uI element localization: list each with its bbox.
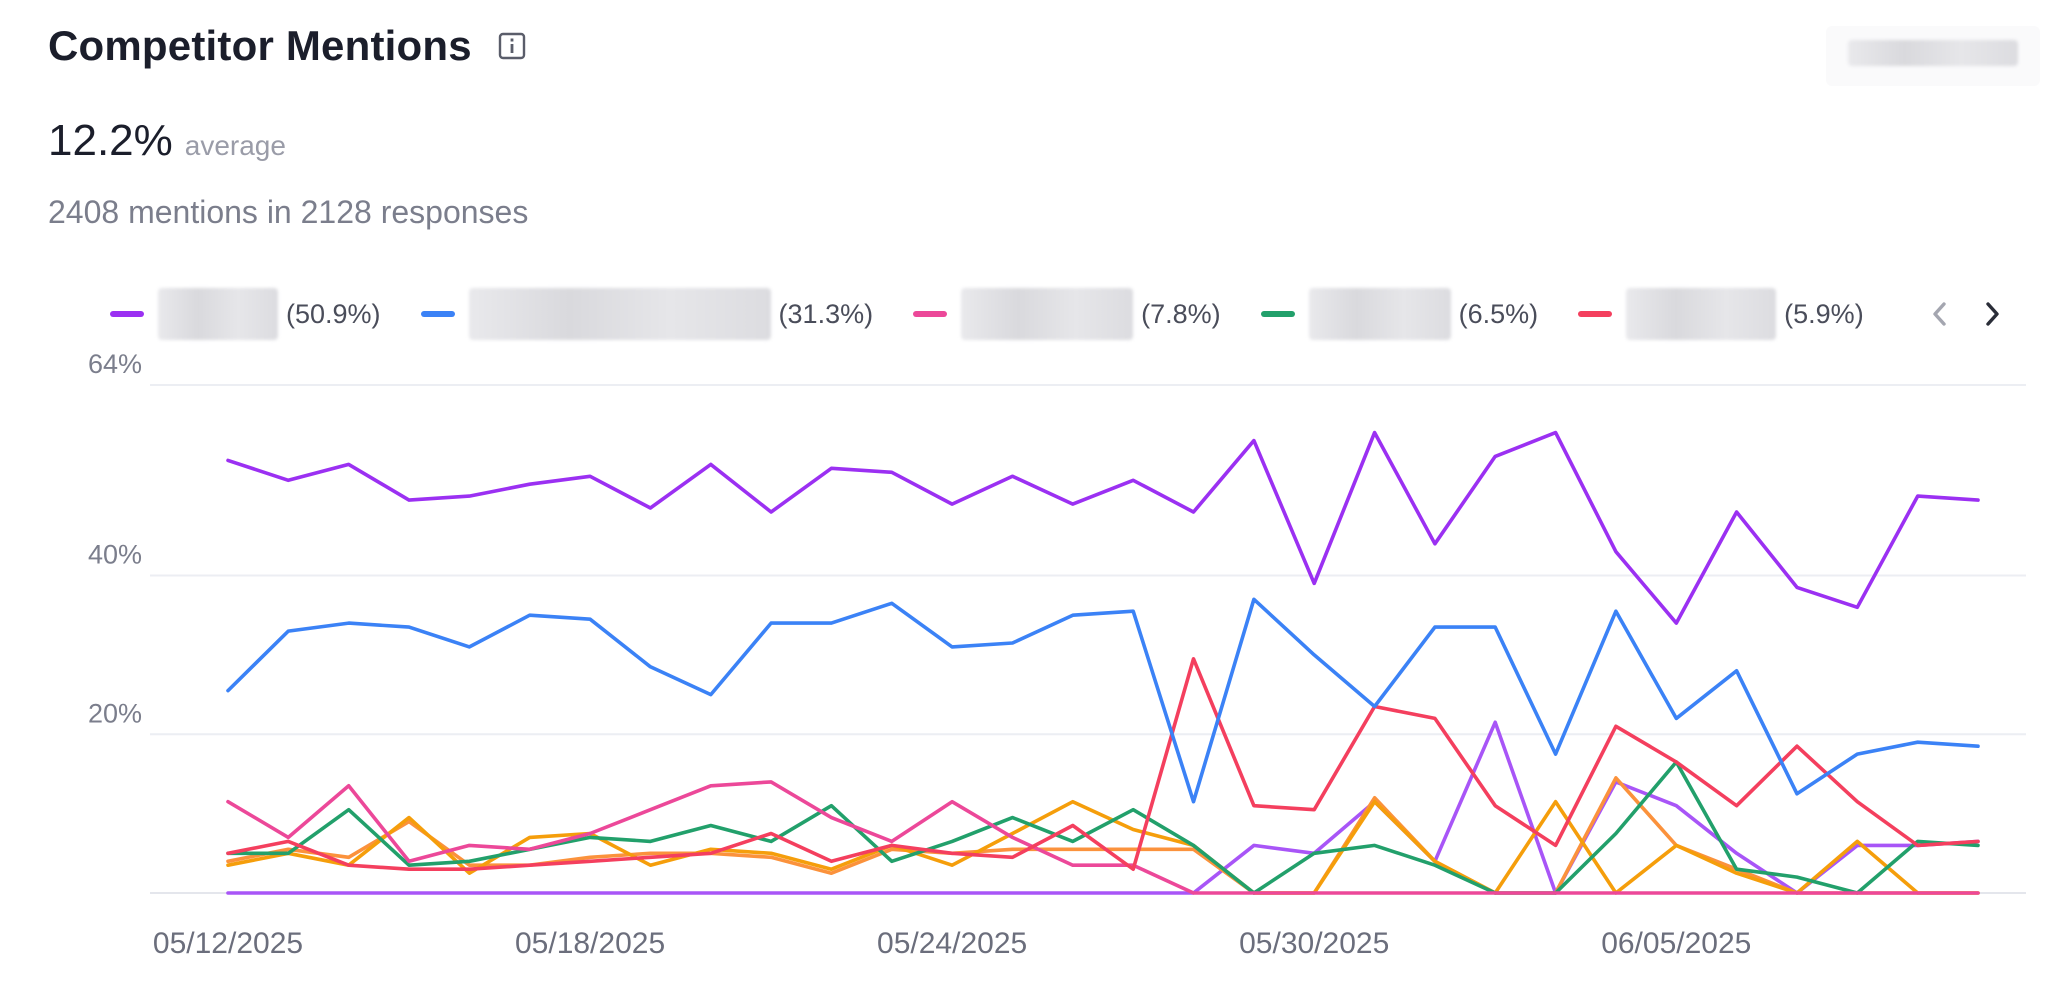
legend-percentage: (31.3%) [778,298,874,329]
chart-legend: (50.9%) (31.3%) (7.8%) (6.5%) (5.9%) [110,288,1904,340]
redacted-selector-text [1848,40,2018,66]
redacted-competitor-name [961,288,1134,340]
x-axis-ticks: 05/12/2025 05/18/2025 05/24/2025 05/30/2025… [153,927,1751,960]
series-line-2[interactable] [226,597,1980,804]
legend-percentage: (6.5%) [1458,298,1539,329]
average-label: average [184,130,286,161]
card-title: Competitor Mentions [48,22,472,69]
legend-percentage: (7.8%) [1141,298,1221,329]
legend-item-3[interactable]: (7.8%) [913,288,1221,340]
legend-item-4[interactable]: (6.5%) [1260,288,1539,340]
series-lines [226,430,1980,895]
legend-swatch [110,311,144,317]
card-header: Competitor Mentions [48,16,526,76]
y-tick-label: 64% [88,349,142,379]
legend-percentage: (5.9%) [1784,298,1864,329]
redacted-competitor-name [1308,288,1451,340]
series-line-4[interactable] [226,760,1980,895]
y-tick-label: 40% [88,540,142,570]
y-tick-label: 20% [88,698,142,728]
info-icon[interactable] [498,32,526,60]
redacted-competitor-name [468,288,771,340]
x-tick-label: 05/18/2025 [515,927,665,960]
series-line-5[interactable] [226,656,1980,872]
grid-lines [150,384,2026,894]
redacted-competitor-name [158,288,278,340]
legend-item-5[interactable]: (5.9%) [1578,288,1864,340]
x-tick-label: 05/12/2025 [153,927,303,960]
x-tick-label: 06/05/2025 [1601,927,1751,960]
legend-next-button[interactable] [1972,292,2012,336]
legend-item-1[interactable]: (50.9%) [110,288,381,340]
x-tick-label: 05/30/2025 [1239,927,1389,960]
series-line-6[interactable] [226,799,1980,895]
x-tick-label: 05/24/2025 [877,927,1027,960]
redacted-competitor-name [1626,288,1777,340]
legend-prev-button[interactable] [1920,292,1960,336]
series-line-1[interactable] [226,430,1980,625]
legend-swatch [1260,311,1295,317]
chevron-left-icon [1933,302,1946,326]
series-line-3[interactable] [226,780,1980,895]
legend-swatch [1578,311,1613,317]
series-line-8[interactable] [226,720,1980,895]
legend-percentage: (50.9%) [286,298,381,329]
mentions-subtitle: 2408 mentions in 2128 responses [48,194,529,230]
chevron-right-icon [1986,302,1999,326]
average-summary: 12.2% average [48,116,286,166]
y-axis-ticks: 64% 40% 20% [88,349,142,728]
legend-item-2[interactable]: (31.3%) [420,288,874,340]
legend-swatch [913,311,948,317]
redacted-selector[interactable] [1826,26,2040,86]
legend-swatch [420,311,455,317]
average-value: 12.2% [48,116,173,165]
